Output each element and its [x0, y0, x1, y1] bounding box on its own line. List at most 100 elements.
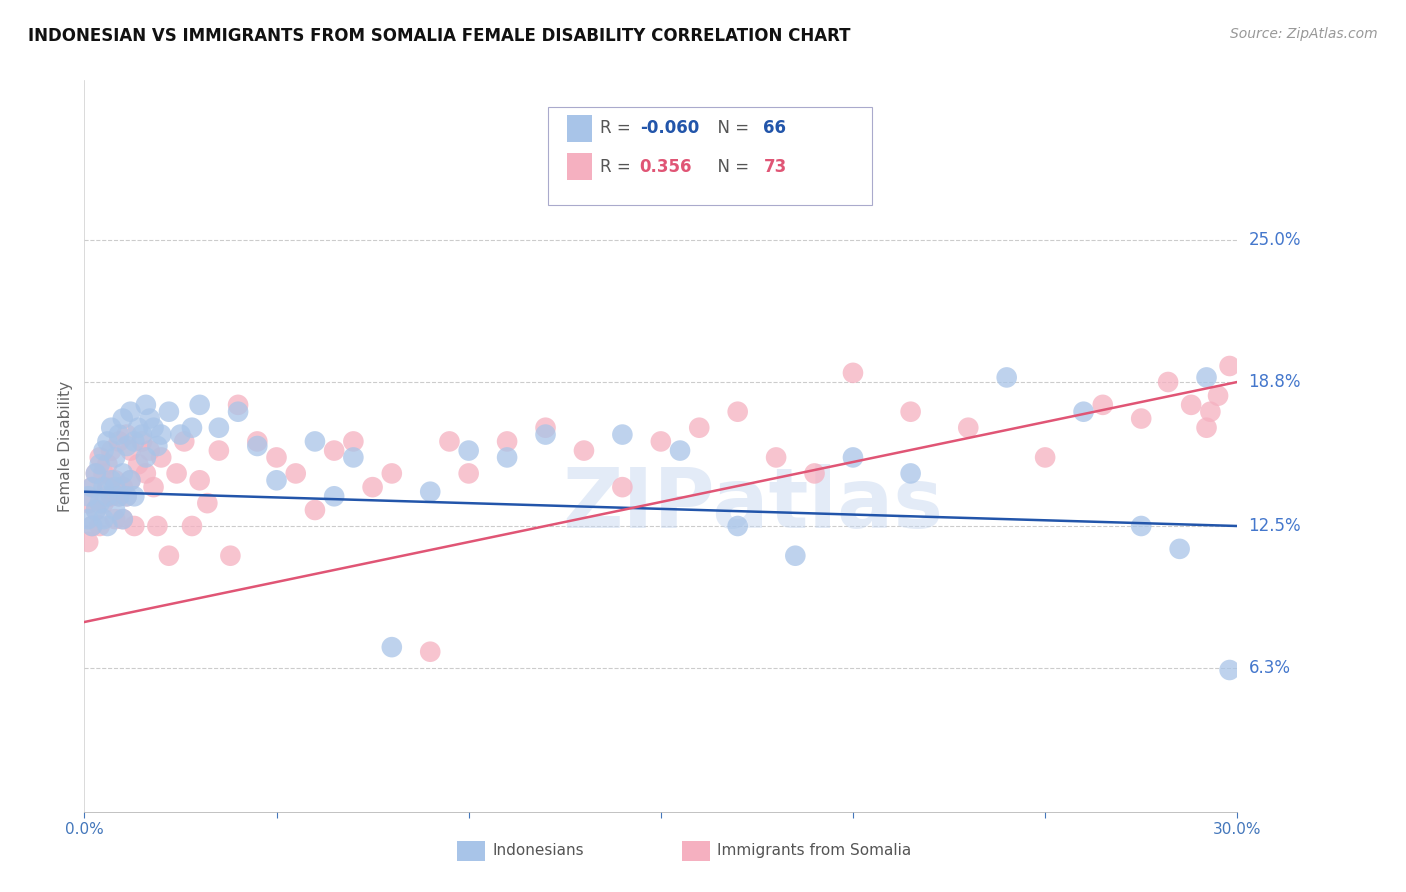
Point: [108, 489, 131, 503]
Point: [381, 640, 404, 655]
Point: [785, 549, 807, 563]
Text: 0.356: 0.356: [640, 158, 692, 176]
Point: [111, 512, 134, 526]
Point: [96, 480, 118, 494]
Point: [226, 405, 249, 419]
Point: [1180, 398, 1202, 412]
Point: [1130, 411, 1153, 425]
Point: [124, 434, 146, 449]
Point: [157, 405, 180, 419]
Point: [100, 421, 122, 435]
Point: [127, 458, 149, 472]
Text: 25.0%: 25.0%: [1249, 231, 1301, 249]
Point: [93, 443, 115, 458]
Point: [803, 467, 825, 481]
Point: [188, 473, 211, 487]
Point: [419, 645, 441, 659]
Text: 18.8%: 18.8%: [1249, 373, 1301, 391]
Point: [457, 467, 479, 481]
Point: [612, 480, 634, 494]
Point: [1157, 375, 1180, 389]
Point: [108, 434, 131, 449]
Point: [342, 434, 364, 449]
Point: [173, 434, 195, 449]
Point: [93, 480, 115, 494]
Point: [115, 489, 138, 503]
Point: [100, 473, 122, 487]
Point: [1091, 398, 1114, 412]
Point: [131, 427, 153, 442]
Point: [957, 421, 980, 435]
Y-axis label: Female Disability: Female Disability: [58, 380, 73, 512]
Point: [111, 411, 134, 425]
Point: [304, 503, 326, 517]
Point: [150, 427, 173, 442]
Text: Indonesians: Indonesians: [492, 844, 583, 858]
Point: [108, 427, 131, 442]
Point: [89, 496, 111, 510]
Point: [219, 549, 242, 563]
Text: INDONESIAN VS IMMIGRANTS FROM SOMALIA FEMALE DISABILITY CORRELATION CHART: INDONESIAN VS IMMIGRANTS FROM SOMALIA FE…: [28, 27, 851, 45]
Point: [80, 519, 103, 533]
Point: [108, 489, 131, 503]
Text: Immigrants from Somalia: Immigrants from Somalia: [717, 844, 911, 858]
Text: 73: 73: [763, 158, 787, 176]
Text: R =: R =: [600, 158, 641, 176]
Point: [342, 450, 364, 465]
Text: 66: 66: [763, 120, 786, 137]
Point: [96, 519, 118, 533]
Text: N =: N =: [707, 120, 755, 137]
Point: [96, 489, 118, 503]
Point: [77, 489, 100, 503]
Point: [534, 421, 557, 435]
Point: [138, 411, 160, 425]
Point: [284, 467, 307, 481]
Point: [77, 496, 100, 510]
Point: [169, 427, 191, 442]
Point: [127, 421, 149, 435]
Point: [77, 512, 100, 526]
Point: [120, 443, 142, 458]
Point: [181, 519, 204, 533]
Point: [146, 439, 169, 453]
Point: [124, 489, 146, 503]
Point: [124, 519, 146, 533]
Point: [266, 473, 288, 487]
Point: [246, 439, 269, 453]
Point: [100, 443, 122, 458]
Point: [323, 443, 346, 458]
Point: [1033, 450, 1056, 465]
Point: [246, 434, 269, 449]
Point: [650, 434, 672, 449]
Point: [104, 473, 127, 487]
Point: [226, 398, 249, 412]
Point: [111, 467, 134, 481]
Text: -0.060: -0.060: [640, 120, 699, 137]
Point: [1130, 519, 1153, 533]
Point: [1073, 405, 1095, 419]
Point: [93, 496, 115, 510]
Point: [84, 467, 107, 481]
Point: [688, 421, 710, 435]
Text: Source: ZipAtlas.com: Source: ZipAtlas.com: [1230, 27, 1378, 41]
Point: [304, 434, 326, 449]
Point: [80, 519, 103, 533]
Point: [84, 503, 107, 517]
Point: [115, 489, 138, 503]
Point: [208, 443, 231, 458]
Point: [1219, 663, 1241, 677]
Point: [439, 434, 461, 449]
Point: [1206, 389, 1229, 403]
Point: [1195, 370, 1218, 384]
Point: [142, 421, 165, 435]
Point: [727, 405, 749, 419]
Point: [80, 480, 103, 494]
Point: [1195, 421, 1218, 435]
Point: [181, 421, 204, 435]
Point: [135, 450, 157, 465]
Point: [842, 450, 865, 465]
Point: [89, 450, 111, 465]
Point: [266, 450, 288, 465]
Point: [419, 484, 441, 499]
Point: [995, 370, 1018, 384]
